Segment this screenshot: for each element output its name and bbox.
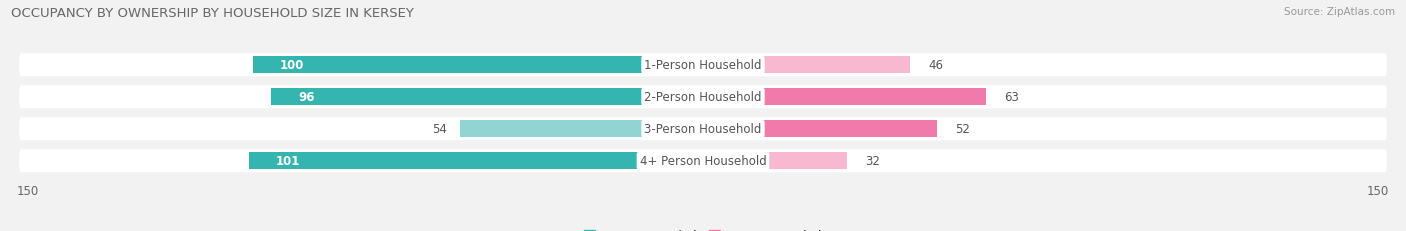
Legend: Owner-occupied, Renter-occupied: Owner-occupied, Renter-occupied	[579, 224, 827, 231]
Text: OCCUPANCY BY OWNERSHIP BY HOUSEHOLD SIZE IN KERSEY: OCCUPANCY BY OWNERSHIP BY HOUSEHOLD SIZE…	[11, 7, 415, 20]
Text: 54: 54	[432, 123, 447, 136]
Bar	[703, 57, 910, 74]
Bar	[703, 121, 936, 137]
FancyBboxPatch shape	[20, 150, 1386, 173]
Bar	[249, 153, 703, 169]
Text: 63: 63	[1004, 91, 1019, 104]
Text: 4+ Person Household: 4+ Person Household	[640, 155, 766, 167]
Text: 32: 32	[865, 155, 880, 167]
Bar	[703, 89, 987, 106]
Bar	[253, 57, 703, 74]
Text: 46: 46	[928, 59, 943, 72]
Text: Source: ZipAtlas.com: Source: ZipAtlas.com	[1284, 7, 1395, 17]
Text: 2-Person Household: 2-Person Household	[644, 91, 762, 104]
Text: 52: 52	[955, 123, 970, 136]
FancyBboxPatch shape	[20, 54, 1386, 77]
Text: 3-Person Household: 3-Person Household	[644, 123, 762, 136]
Text: 1-Person Household: 1-Person Household	[644, 59, 762, 72]
Text: 100: 100	[280, 59, 305, 72]
Text: 96: 96	[298, 91, 315, 104]
Bar	[703, 153, 846, 169]
Bar	[460, 121, 703, 137]
FancyBboxPatch shape	[20, 86, 1386, 109]
FancyBboxPatch shape	[20, 118, 1386, 141]
Text: 101: 101	[276, 155, 299, 167]
Bar	[271, 89, 703, 106]
